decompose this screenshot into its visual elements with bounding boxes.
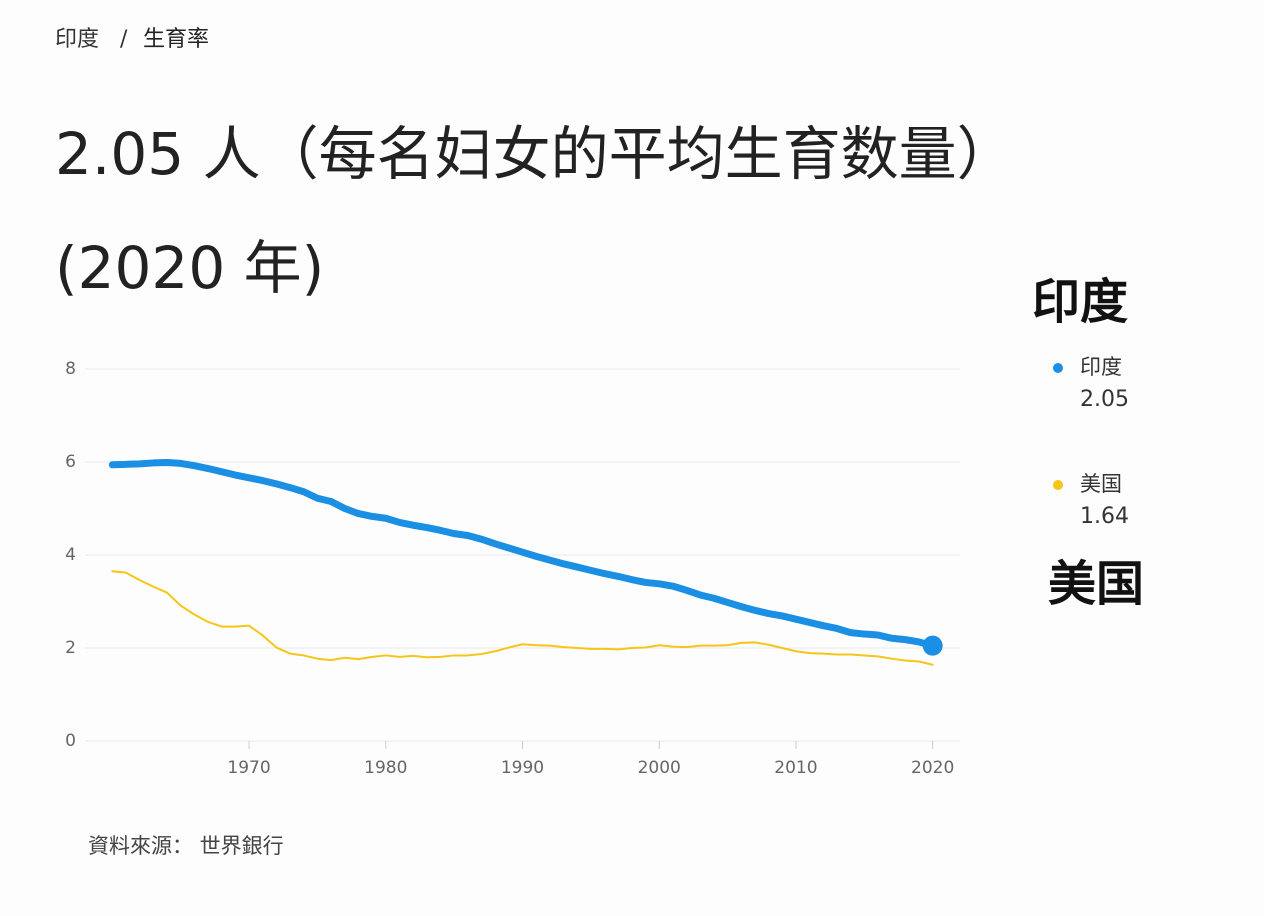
source: 資料來源： 世界銀行 <box>88 834 284 858</box>
annotation: 美国 <box>1048 556 1144 612</box>
line <box>111 570 934 666</box>
legend-label: 印度 <box>1080 355 1122 379</box>
x-tick-label: 1980 <box>364 758 407 778</box>
y-tick-label: 4 <box>65 545 76 565</box>
legend-value: 1.64 <box>1080 504 1129 529</box>
x-tick-label: 1990 <box>501 758 544 778</box>
y-tick-label: 2 <box>65 638 76 658</box>
legend-value: 2.05 <box>1080 387 1129 412</box>
y-tick-label: 8 <box>65 359 76 379</box>
y-tick-label: 6 <box>65 452 76 472</box>
annotation: 印度 <box>1032 274 1128 330</box>
end-point <box>922 635 943 656</box>
x-tick-label: 1970 <box>227 758 270 778</box>
legend-marker <box>1053 480 1063 490</box>
chart-title: (2020 年) <box>55 234 324 302</box>
legend-label: 美国 <box>1080 472 1122 496</box>
breadcrumb-item[interactable]: 生育率 <box>143 27 209 52</box>
x-tick-label: 2000 <box>638 758 681 778</box>
x-tick-label: 2020 <box>911 758 954 778</box>
y-tick-label: 0 <box>65 731 76 751</box>
legend-marker <box>1053 363 1063 373</box>
line <box>108 458 937 650</box>
x-tick-label: 2010 <box>774 758 817 778</box>
breadcrumb-item[interactable]: 印度 <box>55 27 99 52</box>
chart-title: 2.05 人（每名妇女的平均生育数量） <box>55 120 1015 188</box>
breadcrumb-separator: / <box>120 27 128 52</box>
